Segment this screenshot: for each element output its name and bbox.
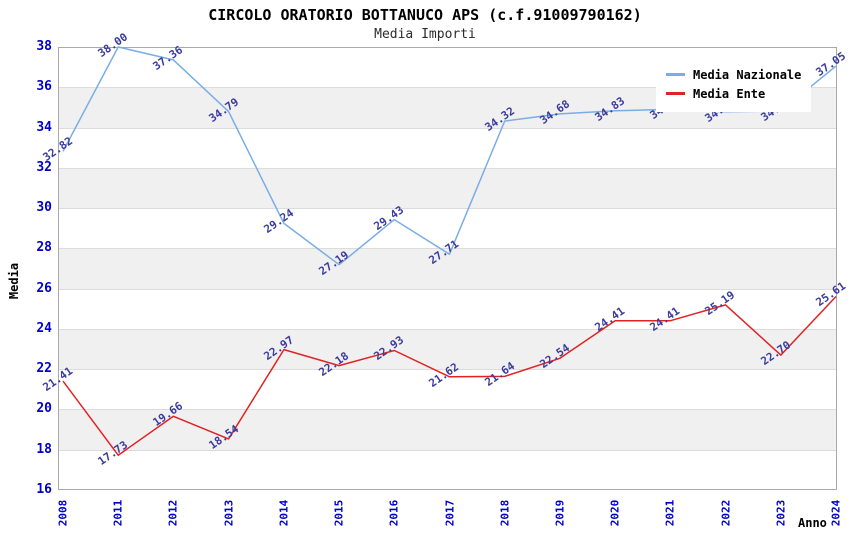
y-tick-label: 16 xyxy=(36,482,52,497)
x-tick-label: 2011 xyxy=(111,499,125,527)
plot-band xyxy=(59,410,836,451)
y-tick-label: 36 xyxy=(36,79,52,95)
gridline xyxy=(59,328,836,330)
x-tick-label: 2012 xyxy=(166,499,180,527)
gridline xyxy=(59,208,836,210)
gridline xyxy=(59,167,836,169)
y-tick-label: 26 xyxy=(36,280,52,296)
gridline xyxy=(59,409,836,411)
gridline xyxy=(59,449,836,451)
gridline xyxy=(59,288,836,290)
gridline xyxy=(59,87,836,89)
plot-band xyxy=(59,168,836,210)
x-axis-title: Anno xyxy=(798,516,827,530)
gridline xyxy=(59,127,836,129)
x-tick-label: 2022 xyxy=(719,499,733,527)
x-tick-label: 2017 xyxy=(443,499,456,527)
x-tick-label: 2014 xyxy=(277,499,291,527)
y-tick-label: 22 xyxy=(36,361,52,377)
x-tick-label: 2016 xyxy=(387,499,401,527)
plot-area xyxy=(58,47,837,490)
plot-band xyxy=(59,249,836,290)
x-tick-label: 2018 xyxy=(498,499,512,527)
x-tick-label: 2008 xyxy=(56,499,70,527)
y-tick-label: 30 xyxy=(36,200,52,216)
x-tick-label: 2015 xyxy=(332,499,346,527)
y-tick-label: 38 xyxy=(36,39,52,54)
legend-swatch-ente-icon xyxy=(666,92,685,95)
y-tick-label: 32 xyxy=(36,159,52,175)
legend-swatch-nazionale-icon xyxy=(666,73,685,76)
y-tick-label: 28 xyxy=(36,240,52,256)
legend-item-media-ente: Media Ente xyxy=(666,86,801,101)
legend-label-nazionale: Media Nazionale xyxy=(693,67,802,82)
y-tick-label: 34 xyxy=(36,119,52,135)
legend-label-ente: Media Ente xyxy=(693,86,766,101)
gridline xyxy=(59,248,836,250)
x-tick-label: 2013 xyxy=(222,499,236,527)
y-axis-title: Media xyxy=(7,262,21,300)
x-tick-label: 2019 xyxy=(553,499,567,527)
x-tick-label: 2024 xyxy=(829,499,843,527)
y-tick-label: 20 xyxy=(36,401,52,417)
legend: Media Nazionale Media Ente xyxy=(656,56,812,112)
legend-item-media-nazionale: Media Nazionale xyxy=(666,67,801,82)
line-media-ente xyxy=(62,295,837,456)
chart-title: CIRCOLO ORATORIO BOTTANUCO APS (c.f.9100… xyxy=(208,6,642,24)
gridline xyxy=(59,369,836,371)
y-tick-label: 18 xyxy=(36,441,52,457)
x-tick-label: 2023 xyxy=(774,499,788,527)
x-tick-label: 2020 xyxy=(608,499,622,527)
x-tick-label: 2021 xyxy=(663,499,677,527)
chart-subtitle: Media Importi xyxy=(374,27,476,42)
y-tick-label: 24 xyxy=(36,320,52,336)
plot-band xyxy=(59,329,836,371)
